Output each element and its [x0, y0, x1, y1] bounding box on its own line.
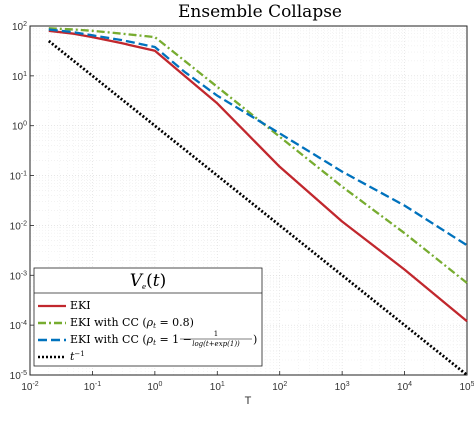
legend-box [33, 267, 263, 367]
legend-label-tinv: t−1 [70, 350, 85, 363]
series-group [47, 27, 468, 377]
series-line-2 [48, 28, 468, 247]
legend-label-cc08: EKI with CC (ρt = 0.8) [70, 316, 194, 330]
y-tick-label: 10-3 [10, 270, 27, 282]
series-line-0 [48, 29, 468, 323]
legend-label-eki: EKI [70, 299, 91, 312]
x-tick-label: 104 [397, 381, 412, 393]
x-tick-label: 101 [210, 381, 225, 393]
y-tick-label: 10-4 [10, 320, 27, 332]
y-tick-label: 10-2 [10, 220, 27, 232]
y-tick-label: 100 [12, 121, 27, 133]
series-line-3 [47, 39, 468, 377]
y-tick-label: 10-5 [10, 370, 27, 382]
x-tick-label: 100 [147, 381, 162, 393]
legend-fraction-denominator: log(t+exp(1)) [192, 340, 240, 348]
y-tick-label: 10-1 [10, 171, 27, 183]
x-axis-label: T [245, 395, 252, 407]
y-tick-label: 102 [12, 21, 27, 33]
series-line-1 [48, 27, 468, 284]
legend-title: Ve(t) [130, 271, 167, 291]
axis-ticks: 10-2 10-1 100 101 102 103 104 105 102 101 100 10-1 1… [10, 21, 474, 393]
legend-label-cclog: EKI with CC (ρt = 1 − [70, 333, 192, 347]
legend-label-cclog-close: ) [253, 333, 257, 346]
x-tick-label: 102 [272, 381, 287, 393]
x-tick-label: 105 [459, 381, 474, 393]
plot-area [29, 25, 468, 376]
legend-fraction-numerator: 1 [214, 330, 218, 338]
legend: Ve(t) EKI EKI with CC (ρt = 0.8) EKI wit… [33, 267, 263, 367]
y-tick-label: 101 [12, 71, 27, 83]
chart-title: Ensemble Collapse [178, 2, 342, 22]
x-tick-label: 10-2 [21, 381, 38, 393]
x-tick-label: 10-1 [84, 381, 101, 393]
x-tick-label: 103 [335, 381, 350, 393]
